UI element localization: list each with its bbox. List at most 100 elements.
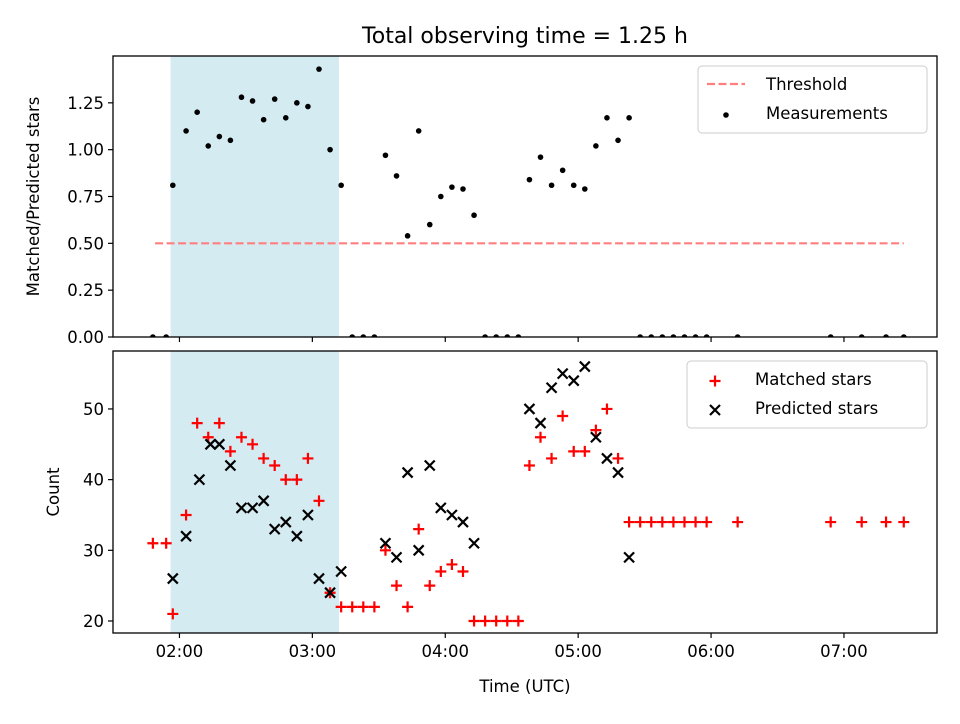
matched-star-point bbox=[479, 615, 491, 627]
measurement-point bbox=[692, 334, 699, 337]
x-tick-label: 02:00 bbox=[156, 642, 204, 661]
predicted-star-point bbox=[556, 367, 569, 380]
predicted-star-point bbox=[523, 403, 536, 415]
measurement-point bbox=[360, 334, 367, 337]
y-tick-label: 40 bbox=[83, 471, 104, 490]
predicted-star-point bbox=[390, 551, 403, 564]
measurement-point bbox=[371, 334, 378, 337]
matched-star-point bbox=[391, 580, 403, 592]
predicted-star-point bbox=[545, 381, 558, 394]
predicted-star-point bbox=[379, 537, 392, 550]
measurement-point bbox=[205, 143, 212, 149]
measurement-point bbox=[338, 182, 344, 189]
measurement-point bbox=[426, 221, 433, 228]
matched-star-point bbox=[490, 615, 502, 627]
predicted-star-point bbox=[246, 502, 259, 514]
y-tick-label: 0.75 bbox=[67, 188, 104, 207]
measurement-point bbox=[703, 334, 710, 337]
measurement-point bbox=[659, 334, 666, 337]
x-tick-label: 07:00 bbox=[820, 642, 868, 661]
measurement-point bbox=[637, 334, 643, 337]
matched-star-point bbox=[160, 537, 172, 549]
x-tick-label: 03:00 bbox=[289, 642, 337, 661]
measurement-point bbox=[163, 334, 169, 337]
measurement-point bbox=[681, 334, 688, 337]
matched-star-point bbox=[701, 516, 713, 528]
measurement-point bbox=[415, 128, 422, 134]
measurement-point bbox=[194, 109, 200, 115]
matched-star-point bbox=[167, 608, 179, 620]
matched-star-point bbox=[656, 516, 668, 528]
measurement-point bbox=[404, 233, 411, 239]
matched-star-point bbox=[457, 566, 469, 578]
matched-star-point bbox=[247, 438, 259, 450]
measurement-point bbox=[570, 182, 577, 189]
legend-predicted-swatch bbox=[709, 404, 721, 416]
matched-star-point bbox=[368, 601, 380, 613]
predicted-star-point bbox=[435, 502, 447, 514]
matched-star-point bbox=[557, 410, 569, 422]
matched-star-point bbox=[346, 601, 358, 613]
measurement-point bbox=[271, 96, 278, 102]
predicted-star-point bbox=[180, 530, 192, 542]
measurement-point bbox=[648, 334, 655, 337]
measurement-point bbox=[227, 137, 234, 144]
predicted-star-point bbox=[224, 459, 237, 472]
predicted-star-point bbox=[193, 473, 206, 486]
measurement-point bbox=[460, 186, 466, 192]
matched-star-point bbox=[623, 516, 635, 528]
measurement-point bbox=[593, 143, 599, 149]
predicted-star-point bbox=[279, 516, 292, 528]
legend-measurement-swatch bbox=[723, 112, 729, 118]
predicted-star-point bbox=[167, 572, 179, 585]
predicted-star-point bbox=[291, 530, 303, 542]
predicted-star-point bbox=[213, 438, 226, 451]
measurement-point bbox=[559, 167, 566, 174]
legend-entry-label: Threshold bbox=[765, 75, 847, 94]
measurement-point bbox=[294, 100, 300, 106]
y-tick-label: 20 bbox=[83, 612, 104, 631]
measurement-point bbox=[449, 184, 455, 190]
matched-star-point bbox=[402, 601, 414, 613]
matched-star-point bbox=[732, 516, 744, 528]
y-axis-label: Matched/Predicted stars bbox=[24, 97, 43, 297]
measurement-point bbox=[282, 115, 289, 121]
predicted-star-point bbox=[257, 495, 270, 507]
predicted-star-point bbox=[446, 509, 458, 521]
shaded-interval bbox=[170, 351, 339, 633]
matched-star-point bbox=[147, 537, 159, 549]
y-tick-label: 0.50 bbox=[67, 234, 104, 253]
measurement-point bbox=[537, 154, 544, 160]
measurement-point bbox=[260, 116, 267, 123]
matched-star-point bbox=[501, 615, 513, 627]
top-panel: 0.00 0.25 0.50 0.75 1.00 1.25 Matched/Predicte… bbox=[24, 55, 938, 347]
legend-matched-swatch bbox=[709, 375, 721, 387]
matched-star-point bbox=[435, 566, 447, 578]
measurement-point bbox=[883, 334, 889, 337]
matched-star-point bbox=[568, 445, 580, 457]
predicted-star-point bbox=[534, 417, 547, 429]
measurement-point bbox=[382, 152, 389, 159]
measurement-point bbox=[548, 182, 555, 189]
matched-star-point bbox=[424, 580, 436, 592]
matched-star-point bbox=[280, 474, 292, 486]
matched-star-point bbox=[357, 601, 369, 613]
measurement-point bbox=[170, 182, 176, 189]
legend-entry-label: Predicted stars bbox=[755, 399, 878, 418]
predicted-star-point bbox=[401, 466, 414, 479]
measurement-point bbox=[238, 94, 245, 101]
matched-star-point bbox=[601, 403, 613, 415]
measurement-point bbox=[858, 334, 865, 337]
measurement-point bbox=[438, 193, 444, 200]
predicted-star-point bbox=[423, 459, 436, 472]
measurement-point bbox=[183, 128, 189, 134]
matched-star-point bbox=[446, 558, 458, 570]
predicted-star-point bbox=[623, 551, 635, 564]
x-tick-label: 06:00 bbox=[687, 642, 735, 661]
predicted-star-point bbox=[468, 537, 480, 550]
y-tick-label: 1.25 bbox=[67, 94, 104, 113]
matched-star-point bbox=[678, 516, 690, 528]
matched-star-point bbox=[191, 417, 203, 429]
measurement-point bbox=[471, 212, 477, 219]
